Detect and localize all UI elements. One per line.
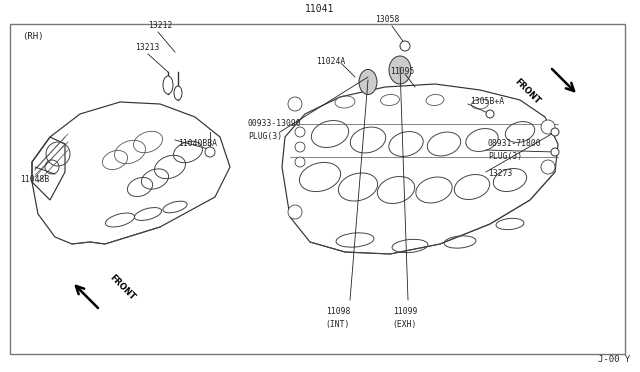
- Text: 11024A: 11024A: [316, 58, 345, 67]
- Text: 13273: 13273: [488, 170, 513, 179]
- Text: 08931-71800: 08931-71800: [488, 140, 541, 148]
- Text: (EXH): (EXH): [393, 320, 417, 328]
- Text: 11095: 11095: [390, 67, 414, 77]
- Circle shape: [486, 110, 494, 118]
- Text: PLUG(3): PLUG(3): [248, 131, 282, 141]
- Circle shape: [295, 127, 305, 137]
- Ellipse shape: [174, 86, 182, 100]
- Text: 11041: 11041: [305, 4, 335, 14]
- Text: 13212: 13212: [148, 22, 172, 31]
- Circle shape: [288, 205, 302, 219]
- Circle shape: [551, 148, 559, 156]
- Circle shape: [541, 120, 555, 134]
- Text: PLUG(3): PLUG(3): [488, 153, 522, 161]
- Circle shape: [541, 160, 555, 174]
- Circle shape: [295, 157, 305, 167]
- Text: 11098: 11098: [326, 308, 350, 317]
- Text: 00933-13090: 00933-13090: [248, 119, 301, 128]
- Bar: [10, 24, 625, 354]
- Text: 11048B: 11048B: [20, 176, 49, 185]
- Ellipse shape: [359, 70, 377, 94]
- Text: 11099: 11099: [393, 308, 417, 317]
- Ellipse shape: [163, 76, 173, 94]
- Text: 1305B+A: 1305B+A: [470, 97, 504, 106]
- Text: J-00 Y: J-00 Y: [598, 355, 630, 364]
- Circle shape: [551, 128, 559, 136]
- Circle shape: [400, 41, 410, 51]
- Circle shape: [205, 147, 215, 157]
- Text: (INT): (INT): [326, 320, 350, 328]
- Text: 13213: 13213: [135, 42, 159, 51]
- Text: FRONT: FRONT: [513, 77, 542, 106]
- Ellipse shape: [389, 56, 411, 84]
- Text: FRONT: FRONT: [108, 273, 137, 302]
- Circle shape: [288, 97, 302, 111]
- Text: 11040BBA: 11040BBA: [178, 140, 217, 148]
- Circle shape: [295, 142, 305, 152]
- Text: (RH): (RH): [22, 32, 44, 41]
- Text: 13058: 13058: [375, 16, 399, 25]
